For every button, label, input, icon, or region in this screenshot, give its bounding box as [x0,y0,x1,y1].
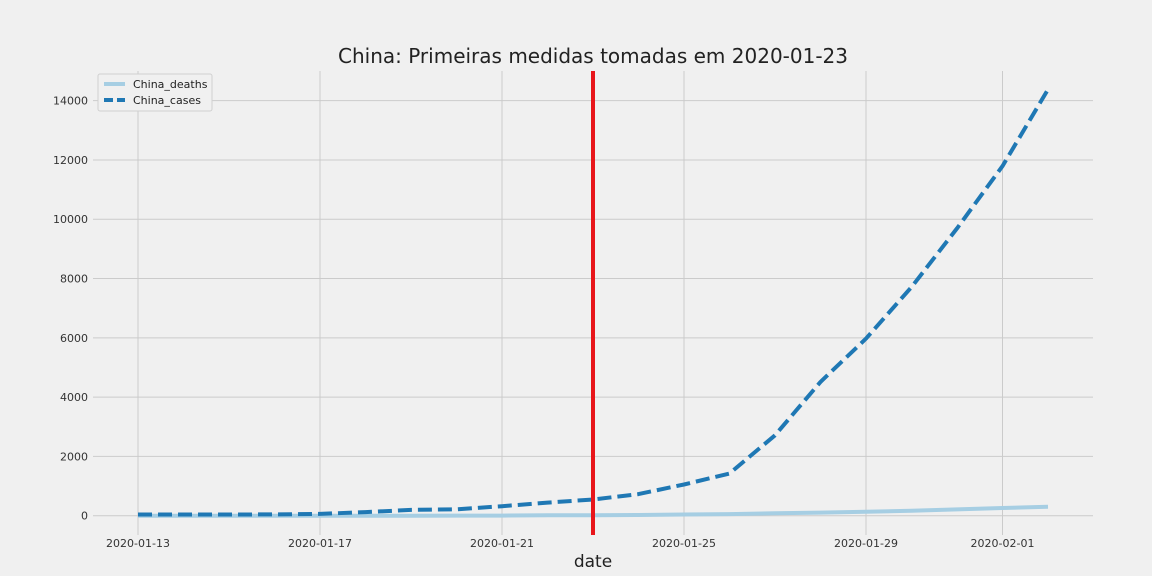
y-tick-label: 14000 [53,95,88,108]
x-tick-label: 2020-01-25 [652,537,716,550]
legend: China_deaths China_cases [97,73,213,112]
x-tick-label: 2020-01-21 [470,537,534,550]
legend-label-cases: China_cases [133,94,201,107]
legend-box [97,73,213,112]
y-tick-label: 6000 [60,332,88,345]
tick-labels: 0 2000 4000 6000 8000 10000 12000 14000 2020-01-… [53,95,1034,550]
y-tick-label: 12000 [53,154,88,167]
y-tick-label: 10000 [53,213,88,226]
chart-title: China: Primeiras medidas tomadas em 2020… [338,44,848,68]
x-tick-label: 2020-01-13 [106,537,170,550]
series-line-china-cases [138,88,1050,517]
x-tick-label: 2020-01-29 [834,537,898,550]
x-axis-label: date [574,552,612,572]
y-tick-label: 4000 [60,391,88,404]
legend-label-deaths: China_deaths [133,78,208,91]
x-tick-label: 2020-01-17 [288,537,352,550]
x-tick-label: 2020-02-01 [971,537,1035,550]
y-tick-label: 2000 [60,450,88,463]
y-tick-label: 0 [81,510,88,523]
y-tick-label: 8000 [60,273,88,286]
